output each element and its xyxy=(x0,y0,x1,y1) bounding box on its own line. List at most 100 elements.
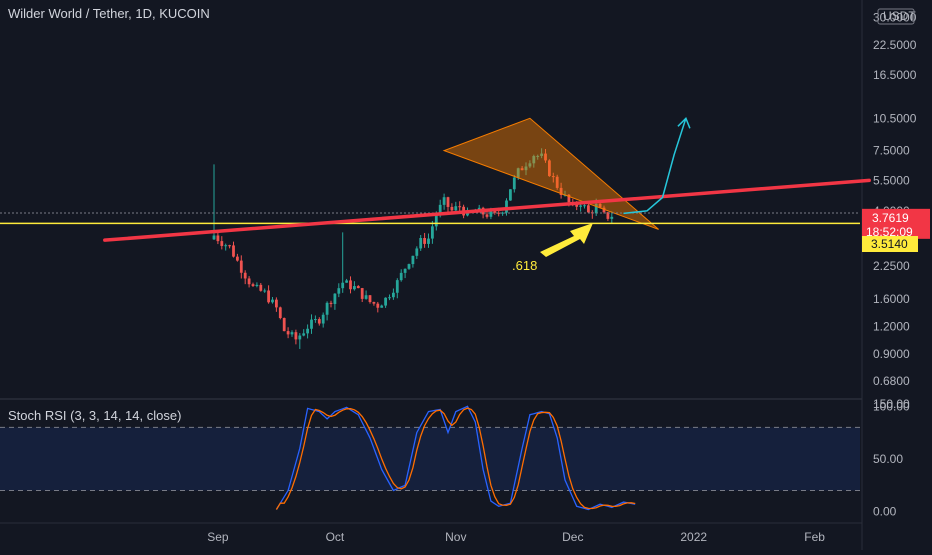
candle-body xyxy=(501,212,504,214)
candle-body xyxy=(575,204,579,207)
arrow-annotation xyxy=(540,223,593,257)
candle-body xyxy=(388,297,391,299)
candle-body xyxy=(294,332,298,340)
candle-body xyxy=(321,314,325,324)
candle-body xyxy=(524,166,528,171)
candle-body xyxy=(411,255,415,265)
candle-body xyxy=(606,212,610,219)
candle-body xyxy=(594,203,598,214)
candle-body xyxy=(567,194,571,203)
candle-body xyxy=(458,206,462,208)
currency-box xyxy=(877,8,915,25)
candle-body xyxy=(317,319,321,324)
candle-body xyxy=(415,248,419,256)
candle-body xyxy=(551,176,555,178)
price-tick-label: 0.9000 xyxy=(873,347,910,361)
projection-path xyxy=(623,118,687,215)
candle-body xyxy=(536,155,540,157)
candle-body xyxy=(598,203,602,208)
candle-body xyxy=(454,206,458,211)
level-tag-box xyxy=(862,236,918,252)
candle-body xyxy=(376,303,380,308)
time-tick-label: Feb xyxy=(804,530,825,544)
candle-body xyxy=(349,280,352,290)
candle-body xyxy=(364,295,368,299)
time-tick-label: Sep xyxy=(207,530,229,544)
candle-body xyxy=(345,280,348,283)
candle-body xyxy=(360,288,364,299)
candle-body xyxy=(302,333,306,336)
candle-body xyxy=(325,302,329,315)
candle-body xyxy=(232,245,235,257)
fib-618-label: .618 xyxy=(512,258,537,273)
candle-body xyxy=(427,238,430,244)
price-tick-label: 10.5000 xyxy=(873,111,917,125)
candle-body xyxy=(356,286,360,289)
candle-body xyxy=(392,292,395,298)
candle-body xyxy=(438,204,442,215)
price-tick-label: 0.6800 xyxy=(873,374,910,388)
candle-body xyxy=(544,153,547,161)
projection-arrowhead xyxy=(677,116,691,129)
candle-body xyxy=(286,331,290,335)
time-tick-label: Nov xyxy=(445,530,466,544)
candle-body xyxy=(259,284,263,291)
candle-body xyxy=(380,305,384,308)
stoch-band xyxy=(0,427,860,491)
price-tick-label: 7.5000 xyxy=(873,144,910,158)
stoch-tick-label: 100.00 xyxy=(873,399,910,413)
candle-body xyxy=(353,286,356,290)
candle-body xyxy=(489,211,493,217)
candle-body xyxy=(239,260,243,273)
price-tick-label: 2.2500 xyxy=(873,259,910,273)
chart-title: Wilder World / Tether, 1D, KUCOIN xyxy=(8,6,210,21)
candle-body xyxy=(559,187,563,195)
candle-body xyxy=(275,299,278,308)
candle-body xyxy=(548,160,551,177)
price-tick-label: 22.5000 xyxy=(873,38,917,52)
candle-body xyxy=(310,319,313,329)
stoch-tick-label: 50.00 xyxy=(873,452,903,466)
price-tag-value: 3.7619 xyxy=(872,211,909,225)
candle-body xyxy=(434,214,438,227)
candle-body xyxy=(337,288,341,294)
candle-body xyxy=(243,272,247,279)
candle-body xyxy=(251,284,255,286)
stoch-rsi-title: Stoch RSI (3, 3, 14, 14, close) xyxy=(8,408,182,423)
candle-body xyxy=(610,216,614,219)
stoch-tick-label: 150.00 xyxy=(873,397,910,411)
candle-body xyxy=(329,302,333,304)
candle-body xyxy=(579,205,582,207)
price-tick-label: 16.5000 xyxy=(873,68,917,82)
candle-body xyxy=(520,168,524,171)
time-tick-label: Dec xyxy=(562,530,583,544)
level-tag-value: 3.5140 xyxy=(871,237,908,251)
stoch-tick-label: 0.00 xyxy=(873,505,897,519)
candle-body xyxy=(255,284,259,286)
candle-body xyxy=(278,307,282,319)
candle-body xyxy=(505,200,508,213)
candle-body xyxy=(509,189,512,201)
candle-body xyxy=(532,156,536,164)
candle-body xyxy=(372,302,376,304)
candle-body xyxy=(333,293,337,304)
candle-body xyxy=(263,290,267,292)
candle-body xyxy=(384,297,387,306)
price-tick-label: 1.2000 xyxy=(873,320,910,334)
candle-body xyxy=(442,197,446,205)
candle-body xyxy=(236,256,239,261)
candle-body xyxy=(212,235,216,240)
candle-body xyxy=(314,319,317,321)
candle-body xyxy=(282,318,286,332)
candle-body xyxy=(423,237,426,244)
candle-body xyxy=(399,272,403,281)
candle-body xyxy=(247,278,251,285)
candle-body xyxy=(290,332,294,335)
candle-body xyxy=(450,206,454,211)
candle-body xyxy=(407,264,411,269)
candle-body xyxy=(271,299,274,303)
candle-body xyxy=(228,245,231,247)
